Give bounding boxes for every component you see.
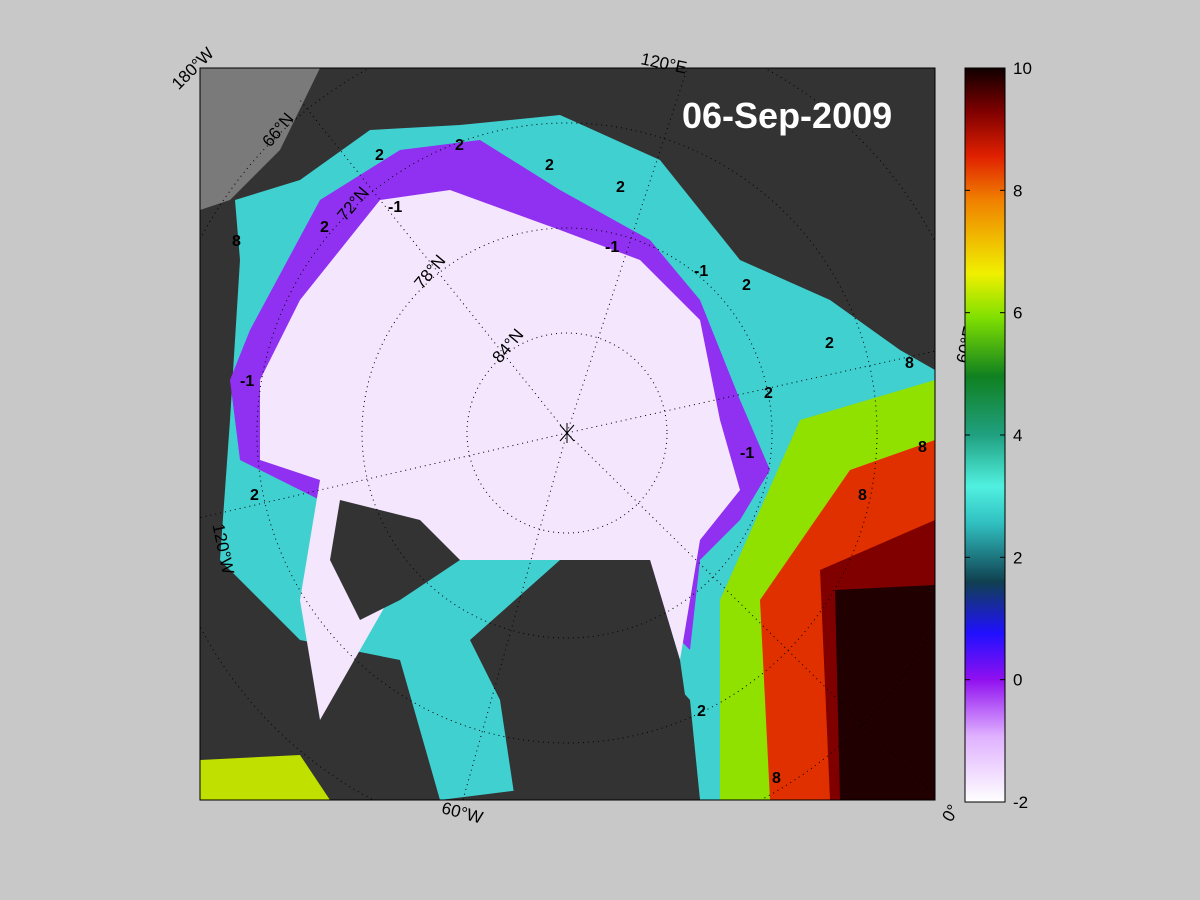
warm-water [200,755,330,800]
contour-label: 2 [697,703,706,720]
contour-label: 2 [545,157,554,174]
contour-label: 2 [764,385,773,402]
colorbar-tick-label: 10 [1013,59,1032,78]
contour-label: -1 [388,199,402,216]
contour-label: 8 [918,439,927,456]
archipelago [330,500,460,620]
contour-label: -1 [740,445,754,462]
longitude-label: 0° [938,801,963,825]
contour-label: 2 [455,137,464,154]
date-label: 06-Sep-2009 [682,95,892,136]
contour-label: 8 [232,233,241,250]
colorbar-tick-label: -2 [1013,793,1028,812]
map-frame [199,67,936,801]
greenland [470,560,700,800]
contour-label: 2 [825,335,834,352]
graticule [200,68,935,800]
contour-label: 8 [772,770,781,787]
colorbar-tick-label: 8 [1013,181,1022,200]
contour-label: 2 [375,147,384,164]
contour-label: 2 [320,219,329,236]
colorbar [964,67,1006,803]
contour-label: 8 [905,355,914,372]
pole-marker [559,423,575,443]
land-outside [200,68,320,210]
contour-label: -1 [240,373,254,390]
colorbar-tick-label: 2 [1013,548,1022,567]
colorbar-tick-label: 0 [1013,671,1022,690]
contour-label: 2 [742,277,751,294]
contour-label: -1 [605,239,619,256]
colorbar-tick-label: 6 [1013,304,1022,323]
contour-label: 2 [250,487,259,504]
colorbar-tick-label: 4 [1013,426,1022,445]
contour-label: 2 [616,179,625,196]
warm-water [835,585,935,800]
contour-label: 8 [858,487,867,504]
map-area: 2 2 2 2 2 2 2 2 2 2 -1 -1 -1 -1 -1 8 8 8… [200,68,935,800]
longitude-label: 60°W [440,798,485,827]
contour-label: -1 [694,263,708,280]
